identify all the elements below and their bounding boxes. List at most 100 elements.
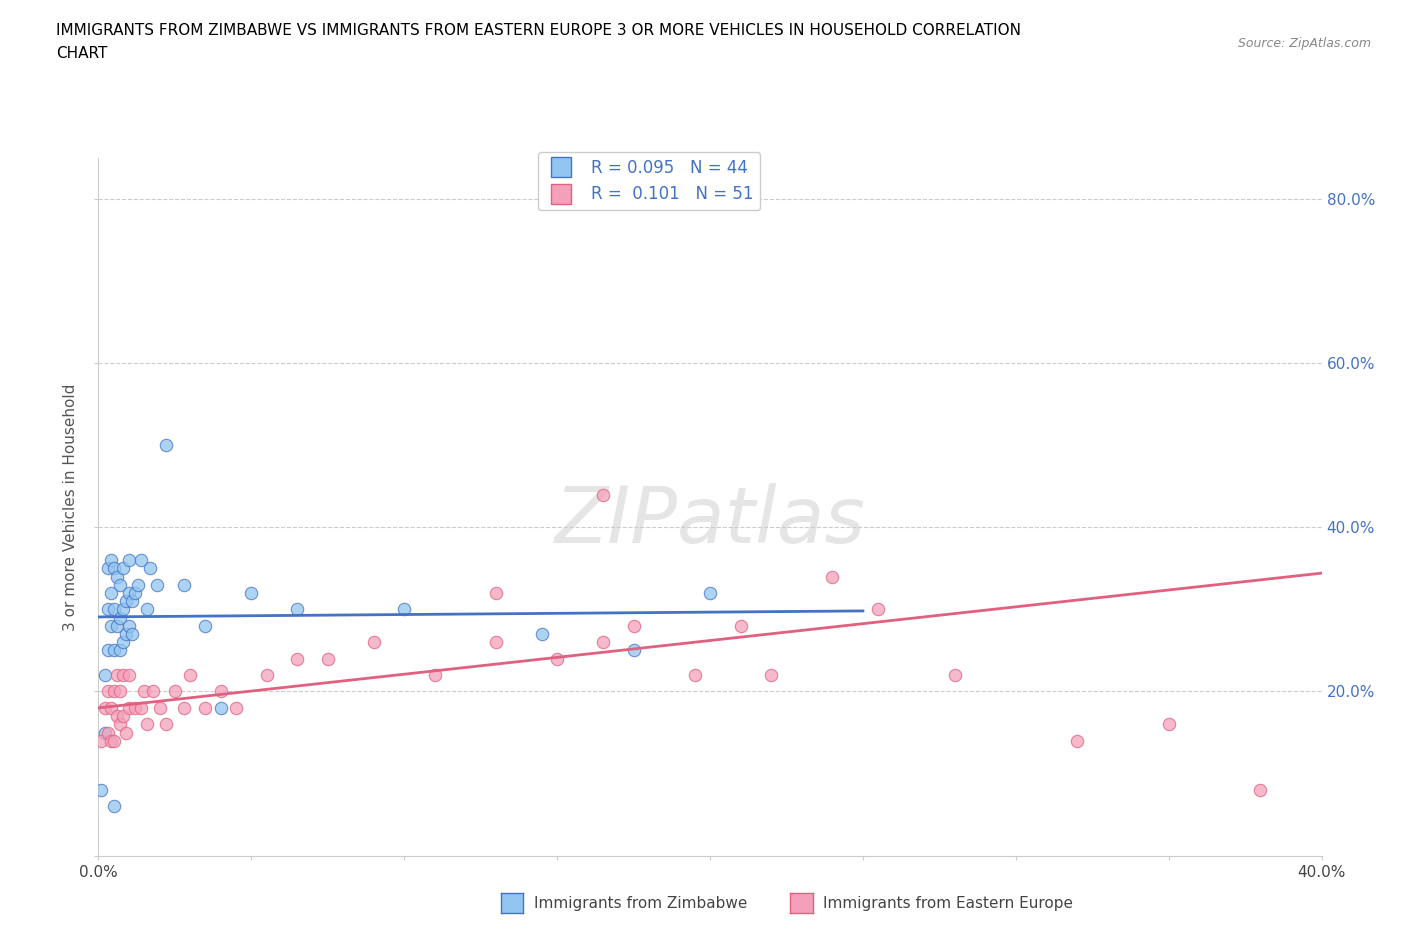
Point: [485, 586, 508, 601]
Point: [194, 618, 217, 633]
Point: [103, 561, 125, 576]
Point: [136, 717, 159, 732]
Point: [105, 618, 128, 633]
Point: [129, 700, 152, 715]
Point: [93, 700, 115, 715]
Legend: R = 0.095   N = 44, R =  0.101   N = 51: R = 0.095 N = 44, R = 0.101 N = 51: [537, 153, 761, 210]
Point: [363, 635, 385, 650]
Point: [115, 725, 138, 740]
Point: [129, 552, 152, 567]
Point: [134, 684, 156, 699]
Point: [127, 578, 149, 592]
Point: [623, 618, 645, 633]
Text: Immigrants from Zimbabwe: Immigrants from Zimbabwe: [534, 897, 748, 911]
Point: [105, 709, 128, 724]
Point: [194, 700, 217, 715]
Point: [546, 651, 568, 666]
Point: [683, 668, 706, 683]
Text: Immigrants from Eastern Europe: Immigrants from Eastern Europe: [823, 897, 1073, 911]
Text: ZIPatlas: ZIPatlas: [554, 483, 866, 559]
Point: [108, 643, 131, 658]
Point: [118, 552, 141, 567]
Point: [592, 635, 614, 650]
Point: [124, 700, 146, 715]
Point: [142, 684, 165, 699]
Point: [699, 586, 721, 601]
Point: [97, 602, 120, 617]
Point: [118, 586, 141, 601]
Point: [485, 635, 508, 650]
Point: [93, 668, 115, 683]
Point: [97, 684, 120, 699]
Point: [105, 569, 128, 584]
Point: [209, 684, 232, 699]
Point: [1066, 733, 1088, 748]
Point: [423, 668, 446, 683]
Point: [139, 561, 162, 576]
Point: [115, 593, 138, 608]
Point: [240, 586, 263, 601]
Y-axis label: 3 or more Vehicles in Household: 3 or more Vehicles in Household: [63, 383, 79, 631]
Point: [121, 627, 143, 642]
Point: [103, 733, 125, 748]
Point: [111, 668, 134, 683]
Point: [97, 725, 120, 740]
Point: [392, 602, 416, 617]
Point: [100, 700, 122, 715]
Point: [111, 602, 134, 617]
Point: [121, 593, 143, 608]
Point: [100, 618, 122, 633]
Point: [1249, 782, 1271, 797]
Point: [592, 487, 614, 502]
Text: CHART: CHART: [56, 46, 108, 61]
Point: [103, 684, 125, 699]
Point: [118, 668, 141, 683]
Point: [225, 700, 247, 715]
Point: [124, 586, 146, 601]
Point: [90, 782, 112, 797]
Point: [111, 561, 134, 576]
Point: [111, 709, 134, 724]
Point: [103, 602, 125, 617]
Text: Source: ZipAtlas.com: Source: ZipAtlas.com: [1237, 37, 1371, 50]
Point: [285, 602, 308, 617]
Point: [155, 438, 177, 453]
Point: [155, 717, 177, 732]
Point: [149, 700, 172, 715]
Point: [173, 578, 195, 592]
Point: [108, 717, 131, 732]
Point: [118, 700, 141, 715]
Point: [105, 668, 128, 683]
Point: [115, 627, 138, 642]
Point: [97, 643, 120, 658]
Point: [90, 733, 112, 748]
Point: [118, 618, 141, 633]
Point: [1157, 717, 1180, 732]
Point: [145, 578, 167, 592]
Point: [100, 586, 122, 601]
Point: [103, 643, 125, 658]
Point: [97, 561, 120, 576]
Point: [93, 725, 115, 740]
Point: [868, 602, 890, 617]
Point: [173, 700, 195, 715]
Point: [530, 627, 553, 642]
Point: [103, 799, 125, 814]
Point: [730, 618, 752, 633]
Point: [285, 651, 308, 666]
Point: [209, 700, 232, 715]
Point: [623, 643, 645, 658]
Point: [759, 668, 782, 683]
Point: [100, 552, 122, 567]
Point: [316, 651, 339, 666]
Point: [108, 684, 131, 699]
Text: IMMIGRANTS FROM ZIMBABWE VS IMMIGRANTS FROM EASTERN EUROPE 3 OR MORE VEHICLES IN: IMMIGRANTS FROM ZIMBABWE VS IMMIGRANTS F…: [56, 23, 1021, 38]
Point: [179, 668, 201, 683]
Point: [256, 668, 278, 683]
Point: [108, 578, 131, 592]
Point: [163, 684, 186, 699]
Point: [100, 733, 122, 748]
Point: [821, 569, 844, 584]
Point: [111, 635, 134, 650]
Point: [943, 668, 966, 683]
